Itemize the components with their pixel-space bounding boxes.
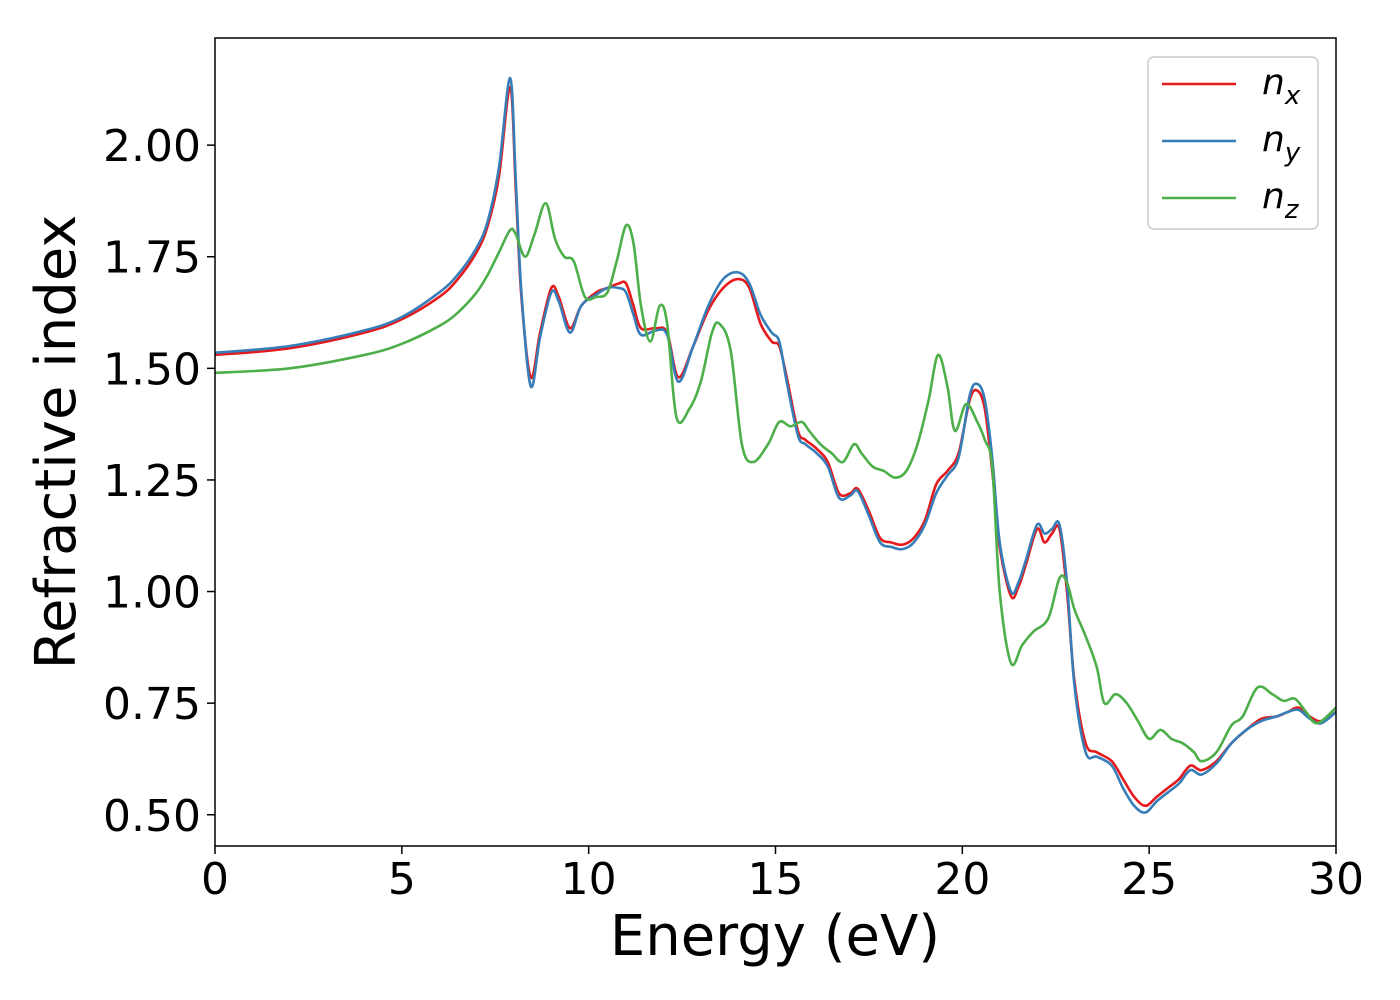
x-tick-label: 0 bbox=[201, 854, 229, 905]
x-axis: 0 5 10 15 20 25 30 bbox=[201, 846, 1364, 905]
legend-label-nz: nz bbox=[1262, 176, 1300, 225]
y-tick-label: 0.50 bbox=[103, 791, 201, 842]
x-tick-label: 15 bbox=[748, 854, 804, 905]
plot-area bbox=[215, 76, 1336, 814]
y-axis-label: Refractive index bbox=[24, 215, 89, 670]
x-tick-label: 10 bbox=[561, 854, 617, 905]
x-tick-label: 25 bbox=[1121, 854, 1177, 905]
y-tick-label: 1.75 bbox=[103, 233, 201, 284]
series-line-nz bbox=[215, 201, 1336, 763]
x-tick-label: 5 bbox=[388, 854, 416, 905]
y-tick-label: 1.50 bbox=[103, 344, 201, 395]
x-tick-label: 30 bbox=[1308, 854, 1364, 905]
y-tick-label: 1.25 bbox=[103, 456, 201, 507]
y-tick-label: 1.00 bbox=[103, 568, 201, 619]
legend-box bbox=[1147, 56, 1319, 230]
y-axis: 0.50 0.75 1.00 1.25 1.50 1.75 2.00 bbox=[103, 121, 215, 842]
series-line-ny bbox=[215, 76, 1336, 814]
y-tick-label: 2.00 bbox=[103, 121, 201, 172]
x-tick-label: 20 bbox=[934, 854, 990, 905]
y-tick-label: 0.75 bbox=[103, 679, 201, 730]
x-axis-label: Energy (eV) bbox=[610, 904, 940, 969]
